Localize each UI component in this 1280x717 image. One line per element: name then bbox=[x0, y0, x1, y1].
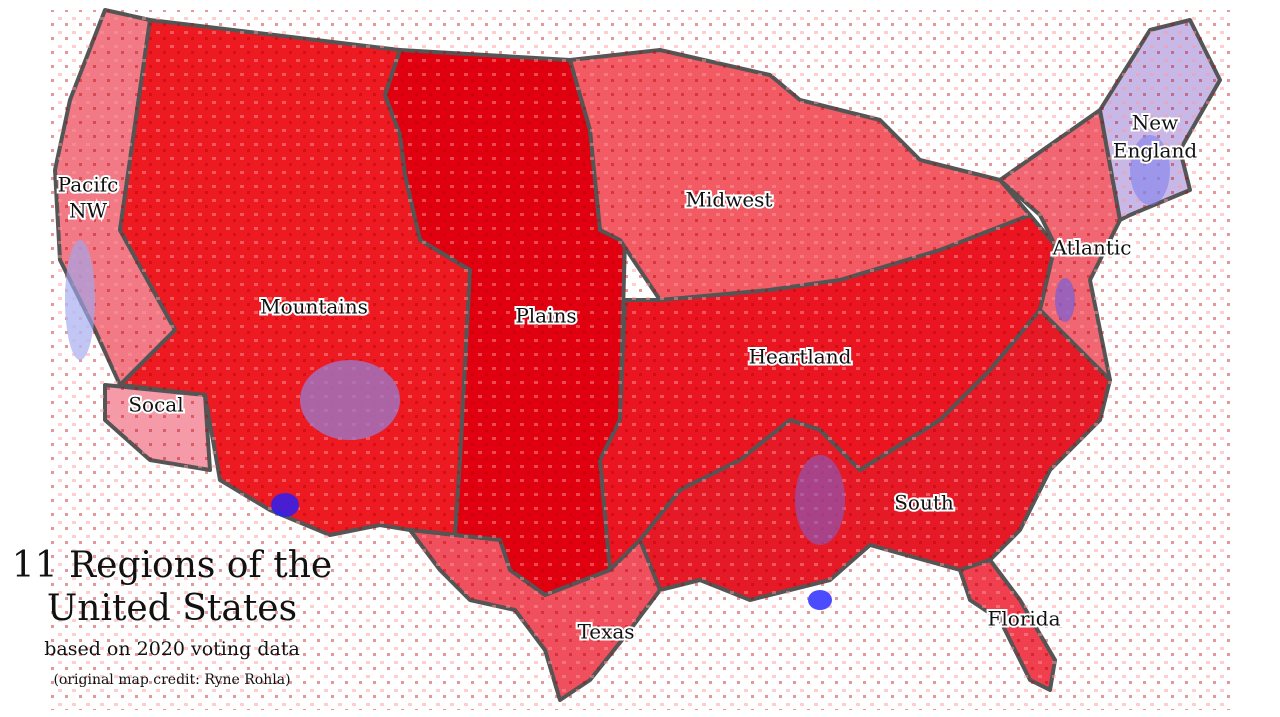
region-label: Atlantic bbox=[1052, 236, 1132, 260]
region-label: Socal bbox=[128, 393, 183, 417]
blue-area bbox=[300, 360, 400, 440]
title: United States bbox=[47, 588, 297, 629]
blue-area bbox=[65, 240, 95, 360]
blue-area bbox=[795, 455, 845, 545]
map-texture bbox=[50, 10, 1230, 710]
region-label: South bbox=[894, 491, 954, 515]
region-label: Mountains bbox=[260, 295, 368, 319]
region-label: Florida bbox=[988, 607, 1061, 631]
region-label: Texas bbox=[577, 620, 634, 644]
region-label: Heartland bbox=[749, 345, 852, 369]
subtitle: based on 2020 voting data bbox=[44, 638, 300, 660]
region-label: Midwest bbox=[686, 188, 773, 212]
blue-area bbox=[808, 590, 832, 610]
region-label: Pacifc bbox=[58, 173, 119, 197]
blue-area bbox=[1130, 135, 1170, 205]
texture bbox=[50, 10, 1230, 710]
region-label: Plains bbox=[515, 304, 576, 328]
title: 11 Regions of the bbox=[12, 545, 332, 586]
region-labels: Pacifc NW Mountains Socal Plains Midwest… bbox=[56, 109, 1200, 646]
blue-area bbox=[271, 493, 299, 517]
title-block: 11 Regions of the United States based on… bbox=[12, 545, 332, 688]
region-label: England bbox=[1113, 139, 1197, 163]
region-label: New bbox=[1132, 111, 1178, 135]
credit: (original map credit: Ryne Rohla) bbox=[53, 672, 290, 688]
blue-area bbox=[1055, 278, 1075, 322]
region-label: NW bbox=[69, 199, 108, 223]
